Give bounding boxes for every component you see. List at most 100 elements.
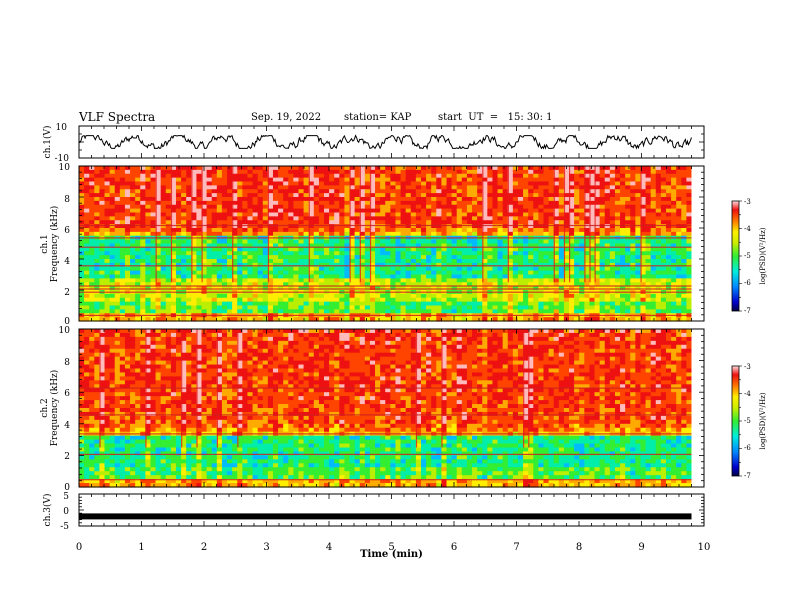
spectrogram-cell [446, 200, 453, 206]
spectrogram-cell [671, 228, 677, 233]
spectrogram-cell [109, 193, 116, 198]
spectrogram-cell [237, 197, 243, 202]
spectrogram-cell [446, 169, 453, 175]
spectrogram-cell [329, 181, 335, 186]
spectrogram-cell [431, 166, 437, 171]
spectrogram-cell [109, 262, 116, 268]
spectrogram-cell [155, 247, 162, 252]
spectrogram-cell [492, 282, 499, 287]
spectrogram-cell [645, 189, 652, 194]
spectrogram-cell [431, 228, 437, 233]
spectrogram-cell [482, 228, 488, 233]
spectrogram-cell [170, 293, 177, 299]
spectrogram-cell [119, 278, 126, 283]
spectrogram-cell [466, 266, 473, 272]
spectrogram-cell [211, 189, 218, 194]
spectrogram-cell [620, 282, 626, 287]
spectrogram-cell [221, 301, 228, 307]
spectrogram-cell [272, 262, 279, 268]
spectrogram-cell [410, 204, 417, 210]
spectrogram-cell [349, 173, 356, 179]
spectrogram-cell [533, 193, 539, 198]
spectrogram-cell [523, 266, 529, 272]
spectrogram-cell [543, 286, 550, 291]
spectrogram-cell [324, 204, 330, 210]
spectrogram-cell [160, 297, 167, 303]
spectrogram-cell [135, 255, 141, 260]
spectrogram-cell [380, 278, 386, 283]
spectrogram-cell [160, 212, 167, 217]
spectrogram-cell [313, 309, 320, 314]
spectrogram-cell [155, 181, 162, 186]
spectrogram-cell [329, 231, 335, 237]
spectrogram-cell [79, 181, 85, 186]
spectrogram-cell [477, 266, 483, 272]
spectrogram-cell [313, 255, 320, 260]
spectrogram-cell [502, 293, 509, 299]
spectrogram-cell [630, 270, 636, 276]
spectrogram-cell [359, 305, 366, 310]
spectrogram-cell [140, 297, 146, 303]
spectrogram-cell [191, 216, 197, 221]
spectrogram-cell [400, 247, 407, 252]
spectrogram-cell [79, 317, 85, 322]
spectrogram-cell [329, 293, 335, 299]
spectrogram-cell [124, 274, 131, 279]
spectrogram-cell [553, 270, 560, 276]
spectrogram-cell [538, 243, 545, 248]
spectrogram-cell [686, 293, 693, 299]
spectrogram-cell [395, 297, 402, 303]
spectrogram-cell [145, 286, 152, 291]
spectrogram-cell [614, 185, 621, 190]
spectrogram-cell [456, 251, 463, 256]
spectrogram-cell [155, 212, 162, 217]
spectrogram-cell [114, 251, 121, 256]
spectrogram-cell [507, 282, 514, 287]
spectrogram-cell [523, 274, 529, 279]
spectrogram-cell [334, 200, 340, 206]
spectrogram-cell [477, 189, 483, 194]
spectrogram-cell [369, 293, 376, 299]
spectrogram-cell [130, 255, 136, 260]
spectrogram-cell [119, 309, 126, 314]
spectrogram-cell [293, 259, 300, 264]
spectrogram-cell [472, 216, 478, 221]
spectrogram-cell [385, 169, 391, 175]
spectrogram-cell [461, 251, 468, 256]
spectrogram-cell [558, 197, 565, 202]
spectrogram-cell [446, 301, 453, 307]
spectrogram-cell [558, 173, 565, 179]
spectrogram-cell [324, 231, 330, 237]
spectrogram-cell [538, 266, 545, 272]
spectrogram-cell [170, 301, 177, 307]
spectrogram-cell [191, 212, 197, 217]
spectrogram-cell [364, 317, 371, 322]
spectrogram-cell [620, 193, 626, 198]
spectrogram-cell [548, 305, 555, 310]
spectrogram-cell [502, 262, 509, 268]
spectrogram-cell [466, 212, 473, 217]
spectrogram-cell [431, 220, 437, 225]
spectrogram-cell [415, 293, 422, 299]
spectrogram-cell [145, 177, 152, 183]
spectrogram-cell [426, 270, 432, 276]
spectrogram-cell [359, 301, 366, 307]
spectrogram-cell [512, 270, 519, 276]
spectrogram-cell [395, 185, 402, 190]
spectrogram-cell [645, 173, 652, 179]
spectrogram-cell [671, 247, 677, 252]
spectrogram-cell [502, 278, 509, 283]
spectrogram-cell [451, 243, 458, 248]
spectrogram-cell [589, 293, 596, 299]
spectrogram-cell [645, 309, 652, 314]
spectrogram-cell [497, 282, 504, 287]
spectrogram-cell [456, 239, 463, 245]
spectrogram-cell [369, 208, 376, 214]
spectrogram-cell [211, 317, 218, 322]
spectrogram-cell [461, 317, 468, 322]
spectrogram-cell [181, 243, 187, 248]
spectrogram-cell [594, 262, 601, 268]
spectrogram-cell [614, 309, 621, 314]
spectrogram-cell [160, 270, 167, 276]
spectrogram-cell [155, 231, 162, 237]
